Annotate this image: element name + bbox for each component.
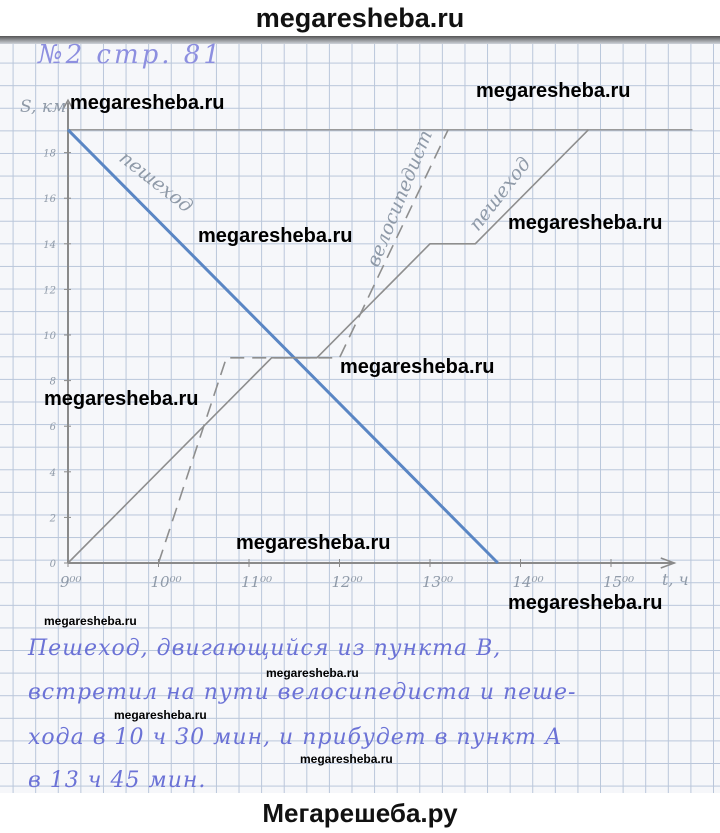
task-title: №2 стр. 81 (38, 40, 223, 70)
site-header-watermark: megaresheba.ru (0, 0, 720, 36)
x-tick-label: 12⁰⁰ (332, 573, 363, 591)
watermark: megaresheba.ru (476, 80, 631, 102)
answer-line-1: Пешеход, двигающийся из пункта В, (28, 636, 502, 661)
series-lines (66, 128, 589, 565)
y-tick-label: 0 (50, 559, 57, 570)
graph-paper (0, 36, 720, 793)
watermark: megaresheba.ru (44, 388, 199, 410)
x-tick-label: 9⁰⁰ (60, 573, 82, 591)
y-tick-label: 18 (43, 149, 56, 160)
y-tick-label: 6 (50, 422, 57, 433)
series-label-pedestrian-b: пешеход (115, 147, 197, 218)
y-tick-label: 4 (49, 468, 56, 479)
x-tick-label: 13⁰⁰ (422, 573, 453, 591)
series-line-cyclist (157, 129, 449, 564)
watermark: megaresheba.ru (198, 225, 353, 247)
watermark: megaresheba.ru (508, 212, 663, 234)
x-tick-label: 14⁰⁰ (513, 573, 544, 591)
x-tick-label: 10⁰⁰ (151, 573, 182, 591)
watermark: megaresheba.ru (114, 708, 207, 722)
site-footer-watermark: Мегарешеба.ру (0, 793, 720, 833)
x-tick-label: 11⁰⁰ (241, 573, 272, 591)
watermark: megaresheba.ru (70, 92, 225, 114)
x-tick-label: 15⁰⁰ (603, 573, 634, 591)
y-tick-label: 16 (43, 194, 56, 205)
y-tick-label: 2 (49, 513, 56, 524)
answer-line-3: хода в 10 ч 30 мин, и прибудет в пункт А (28, 725, 563, 750)
x-axis-label: t, ч (662, 570, 689, 589)
watermark: megaresheba.ru (340, 356, 495, 378)
answer-line-2: встретил на пути велосипедиста и пеше- (28, 680, 577, 705)
y-axis-label: S, км (20, 97, 66, 117)
notebook-edge (0, 36, 720, 44)
x-axis-arrow (660, 557, 677, 569)
y-tick-label: 10 (43, 331, 56, 342)
series-line-pedestrian-a (67, 129, 589, 564)
watermark: megaresheba.ru (44, 614, 137, 628)
y-tick-label: 8 (50, 377, 56, 388)
tick-labels: 9⁰⁰ 10⁰⁰ 11⁰⁰ 12⁰⁰ 13⁰⁰ 14⁰⁰ 15⁰⁰ 0 2 4 6 8 10 12 14 16… (43, 149, 634, 591)
y-tick-label: 14 (43, 240, 56, 251)
watermark: megaresheba.ru (508, 592, 663, 614)
answer-line-4: в 13 ч 45 мин. (28, 768, 207, 793)
watermark: megaresheba.ru (236, 532, 391, 554)
y-tick-label: 12 (43, 285, 56, 296)
series-line-pedestrian-b (66, 128, 499, 565)
y-axis-arrow (62, 98, 74, 110)
watermark: megaresheba.ru (266, 666, 359, 680)
watermark: megaresheba.ru (300, 752, 393, 766)
